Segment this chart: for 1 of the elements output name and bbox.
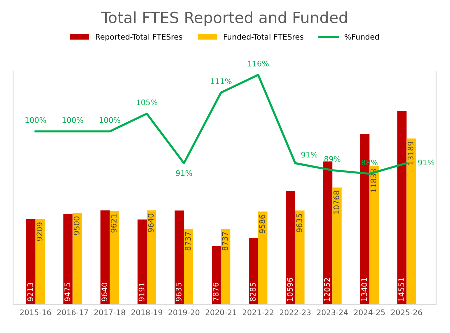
chart-title: Total FTES Reported and Funded	[102, 12, 348, 26]
